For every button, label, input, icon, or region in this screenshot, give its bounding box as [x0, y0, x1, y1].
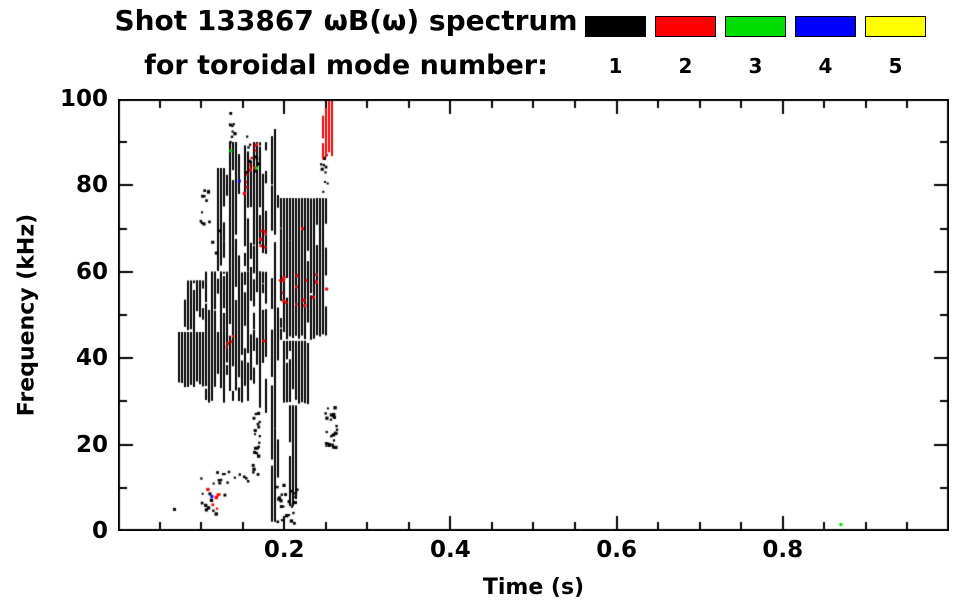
- legend-label-mode-5: 5: [888, 54, 903, 78]
- y-tick-label: 80: [75, 172, 108, 199]
- y-tick-label: 40: [75, 345, 108, 372]
- legend-swatch-mode-5: [865, 16, 926, 37]
- x-tick-label: 0.8: [762, 537, 804, 563]
- mode-legend-numbers: 1 2 3 4 5: [585, 54, 926, 78]
- x-axis-title: Time (s): [482, 575, 585, 600]
- legend-swatch-mode-1: [585, 16, 646, 37]
- legend-label-mode-1: 1: [608, 54, 623, 78]
- chart-title-line1: Shot 133867 ωB(ω) spectrum: [114, 4, 578, 37]
- y-tick-label: 0: [91, 518, 108, 544]
- legend-label-mode-2: 2: [678, 54, 693, 78]
- y-tick-label: 20: [75, 431, 108, 458]
- legend-swatch-mode-3: [725, 16, 786, 37]
- mode-color-legend: [585, 16, 926, 37]
- legend-swatch-mode-4: [795, 16, 856, 37]
- y-tick-label: 100: [59, 86, 108, 112]
- x-tick-label: 0.6: [596, 537, 637, 563]
- legend-label-mode-4: 4: [818, 54, 833, 78]
- x-tick-label: 0.4: [430, 537, 471, 563]
- legend-label-mode-3: 3: [748, 54, 763, 78]
- x-tick-label: 0.2: [263, 537, 305, 563]
- y-axis-title: Frequency (kHz): [14, 213, 40, 417]
- legend-swatch-mode-2: [655, 16, 716, 37]
- spectrogram-plot-area: [118, 99, 949, 531]
- chart-title-line2: for toroidal mode number:: [144, 50, 548, 81]
- y-tick-label: 60: [75, 258, 108, 285]
